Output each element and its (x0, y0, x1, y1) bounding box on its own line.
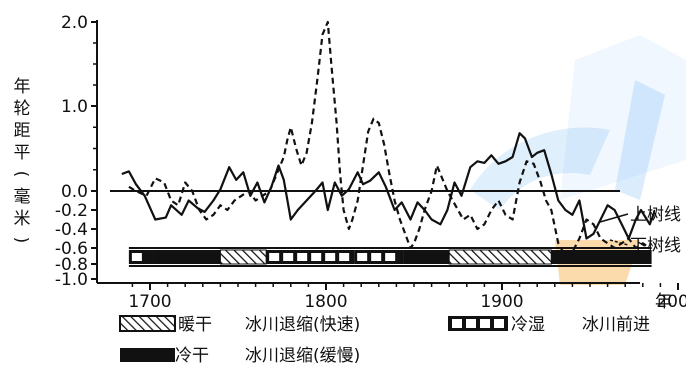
series-line-lower (128, 20, 651, 258)
y-tick-label: -0.6 (55, 239, 88, 259)
legend-cold-dry-label: 冷干 (175, 346, 209, 366)
glacier-segment-cold-dry (403, 250, 450, 264)
leader-upper (599, 213, 629, 223)
series-label-upper: 上树线 (630, 205, 681, 225)
y-label-char: 毫 (14, 187, 31, 207)
legend-warm-dry-label: 暖干 (178, 315, 212, 335)
y-label-char: 年 (14, 77, 31, 97)
y-label-char: ) (11, 237, 31, 244)
legend-warm-dry-desc: 冰川退缩(快速) (245, 315, 360, 335)
x-tick-label: 1900 (480, 292, 523, 312)
legend-cold-dry-desc: 冰川退缩(缓慢) (245, 345, 360, 366)
glacier-segment-cell (325, 253, 336, 261)
legend-cold-wet-desc: 冰川前进 (582, 315, 650, 335)
y-label-char: 米 (14, 209, 31, 229)
leader-lower (609, 239, 629, 246)
glacier-segment-cell (385, 253, 396, 261)
y-label-char: 平 (14, 143, 31, 163)
series-label-lower: 下树线 (630, 236, 681, 256)
y-tick-label: -0.8 (55, 255, 88, 275)
glacier-segment-cell (283, 253, 294, 261)
y-tick-label: 1.0 (61, 97, 88, 117)
glacier-segment-cell (131, 253, 142, 261)
glacier-segment-cell (297, 253, 308, 261)
glacier-segment-warm-dry (448, 249, 552, 265)
y-label-char: ( (11, 171, 31, 178)
glacier-segment-cell (339, 253, 350, 261)
glacier-segment-cold-dry (551, 250, 652, 264)
y-label-char: 距 (14, 121, 31, 141)
glacier-segment-cell (371, 253, 382, 261)
y-tick-label: -0.2 (55, 201, 88, 221)
glacier-segment-cell (357, 253, 368, 261)
legend-row-1: 暖干 冰川退缩(快速) 冷湿 冰川前进 (119, 315, 650, 335)
y-tick-label: 0.0 (61, 182, 88, 202)
y-tick-label: 2.0 (61, 13, 88, 33)
x-tick-label: 1700 (128, 292, 171, 312)
glacier-segment-cold-dry (153, 250, 221, 264)
legend-swatch-cold-wet (448, 316, 508, 331)
legend-swatch-cold-dry (120, 348, 175, 362)
glacier-segment-warm-dry (219, 249, 267, 265)
legend-swatch-warm-dry (119, 315, 176, 332)
legend-row-2: 冷干 冰川退缩(缓慢) (120, 345, 360, 366)
x-tick-label: 1800 (304, 292, 347, 312)
glacier-status-bar (128, 247, 652, 267)
glacier-segment-cell (269, 253, 280, 261)
x-tick-label: 2000 (656, 292, 686, 312)
y-label-char: 轮 (14, 99, 31, 119)
legend-cold-wet-label: 冷湿 (511, 315, 545, 335)
y-tick-label: -0.4 (55, 220, 88, 240)
x-ticks: 1700 1800 1900 2000 (128, 283, 686, 312)
series-line-upper (121, 132, 655, 240)
y-ticks: 2.0 1.0 0.0-0.2-0.4-0.6-0.8-1.0 (55, 13, 97, 290)
x-axis-unit: 年 (655, 292, 672, 312)
y-tick-label: -1.0 (55, 270, 88, 290)
glacier-segment-cell (311, 253, 322, 261)
